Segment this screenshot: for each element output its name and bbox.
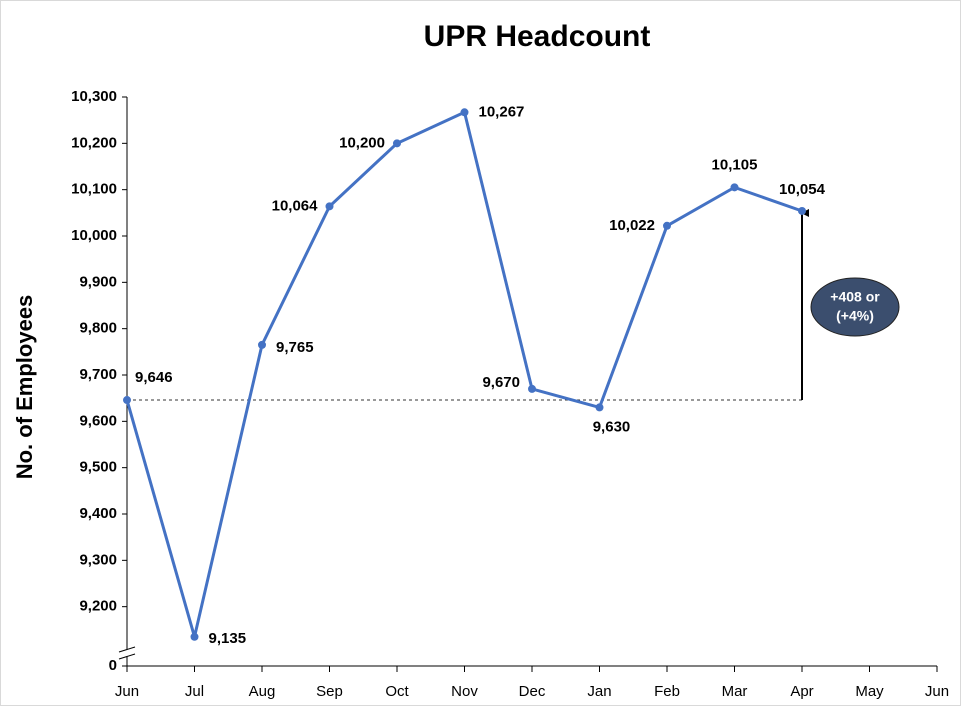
- x-tick-label: May: [855, 683, 884, 700]
- axis-break-gap: [119, 650, 135, 656]
- y-tick-label: 9,800: [79, 320, 117, 337]
- data-point: [528, 384, 536, 393]
- axis-break-mark: [118, 653, 136, 660]
- y-tick-label: 9,300: [79, 551, 117, 568]
- y-tick-label: 9,600: [79, 412, 117, 429]
- y-tick-label: 10,200: [71, 134, 117, 151]
- x-tick-label: Jun: [115, 683, 139, 700]
- x-tick-label: Jan: [587, 683, 611, 700]
- data-point: [258, 340, 266, 349]
- y-tick-label: 10,000: [71, 227, 117, 244]
- chart-title: UPR Headcount: [424, 20, 651, 53]
- x-tick-label: Nov: [451, 683, 478, 700]
- axis-break-mark: [118, 646, 136, 653]
- data-label: 9,135: [209, 630, 247, 647]
- data-point: [798, 206, 806, 215]
- data-label: 9,765: [276, 339, 314, 356]
- y-tick-label: 9,700: [79, 366, 117, 383]
- data-point: [123, 396, 131, 405]
- data-point: [190, 632, 199, 641]
- annotation-bubble: [810, 277, 900, 337]
- data-label: 9,670: [482, 374, 520, 391]
- y-tick-label: 9,200: [79, 598, 117, 615]
- data-point: [393, 139, 401, 148]
- data-label: 10,105: [712, 156, 758, 173]
- y-tick-label: 0: [109, 657, 117, 674]
- data-point: [595, 403, 604, 412]
- data-point: [730, 183, 739, 192]
- x-tick-label: Jun: [925, 683, 949, 700]
- y-tick-label: 10,300: [71, 88, 117, 105]
- y-tick-label: 10,100: [71, 181, 117, 198]
- data-label: 10,267: [479, 103, 525, 120]
- y-axis-label: No. of Employees: [12, 295, 37, 480]
- data-point: [663, 221, 671, 230]
- x-tick-label: Apr: [790, 683, 813, 700]
- x-tick-label: Oct: [385, 683, 409, 700]
- data-label: 9,646: [135, 369, 173, 386]
- x-tick-label: Dec: [519, 683, 546, 700]
- data-label: 10,200: [339, 134, 385, 151]
- annotation-text: (+4%): [836, 308, 874, 324]
- annotation-text: +408 or: [830, 289, 880, 305]
- x-tick-label: Mar: [722, 683, 748, 700]
- data-point: [325, 202, 334, 211]
- data-label: 10,022: [609, 217, 655, 234]
- x-tick-label: Jul: [185, 683, 204, 700]
- x-tick-label: Sep: [316, 683, 343, 700]
- x-tick-label: Feb: [654, 683, 680, 700]
- data-label: 10,064: [272, 197, 319, 214]
- y-tick-label: 9,900: [79, 273, 117, 290]
- data-label: 10,054: [779, 181, 826, 198]
- data-point: [460, 108, 469, 117]
- y-tick-label: 9,400: [79, 505, 117, 522]
- y-tick-label: 9,500: [79, 459, 117, 476]
- data-label: 9,630: [593, 418, 631, 435]
- x-tick-label: Aug: [249, 683, 276, 700]
